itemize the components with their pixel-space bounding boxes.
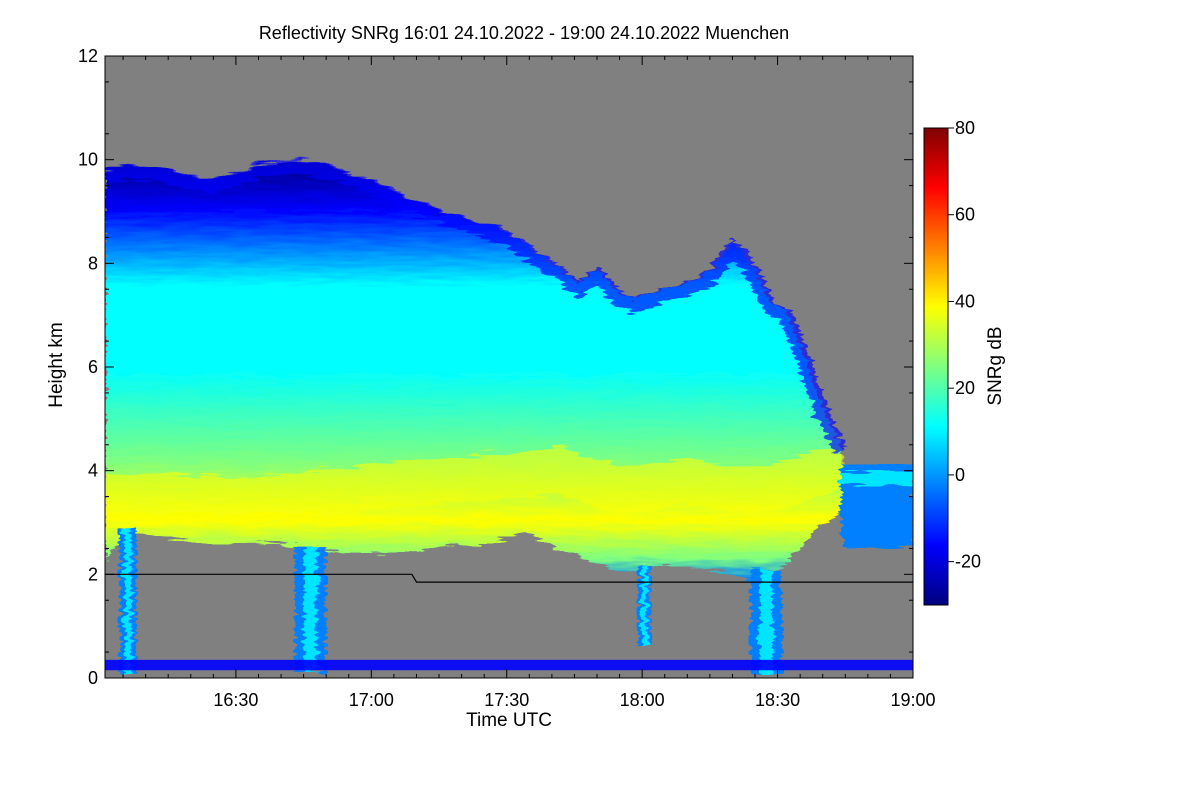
secondary-layer	[840, 465, 913, 549]
colorbar-tick-label: 40	[955, 291, 975, 311]
colorbar-tick-label: 20	[955, 378, 975, 398]
y-tick-label: 6	[88, 357, 98, 377]
colorbar-tick-label: 0	[955, 465, 965, 485]
fall-streak-2	[294, 545, 327, 673]
colorbar-ticks: -20 0 20 40 60 80	[948, 118, 981, 572]
echo-region	[105, 158, 848, 580]
chart-title: Reflectivity SNRg 16:01 24.10.2022 - 19:…	[259, 23, 789, 43]
fall-streak-core	[641, 564, 648, 647]
y-axis: 0 2 4 6 8 10 12	[78, 46, 913, 688]
colorbar-tick-label: 60	[955, 205, 975, 225]
x-tick-label: 18:00	[620, 690, 665, 710]
melting-layer-line	[105, 573, 913, 583]
y-axis-label: Height km	[46, 322, 67, 408]
fall-streak-3	[637, 564, 652, 647]
fall-streak-core	[123, 528, 132, 673]
fall-streak-core	[759, 568, 773, 673]
cloud-top-edge	[105, 158, 848, 454]
colorbar-tick-label: 80	[955, 118, 975, 138]
x-tick-label: 16:30	[213, 690, 258, 710]
y-tick-label: 4	[88, 461, 98, 481]
x-tick-label: 18:30	[755, 690, 800, 710]
x-axis: 16:30 17:00 17:30 18:00 18:30 19:00	[122, 56, 936, 710]
secondary-layer-core	[840, 471, 913, 486]
colorbar-tick-label: -20	[955, 552, 981, 572]
colorbar-scale	[923, 127, 949, 606]
fall-streak-1	[118, 528, 137, 673]
x-axis-label: Time UTC	[466, 710, 552, 731]
x-tick-label: 17:30	[484, 690, 529, 710]
x-tick-label: 19:00	[890, 690, 935, 710]
y-tick-label: 2	[88, 564, 98, 584]
x-tick-label: 17:00	[349, 690, 394, 710]
y-tick-label: 12	[78, 46, 98, 66]
peak-reflectivity-layer	[105, 447, 846, 525]
y-tick-label: 8	[88, 253, 98, 273]
y-tick-label: 0	[88, 668, 98, 688]
fall-streak-core	[304, 545, 317, 673]
surface-clutter-band	[105, 659, 913, 671]
colorbar: -20 0 20 40 60 80 SNRg dB	[923, 118, 1006, 606]
reflectivity-data-layer	[105, 158, 913, 673]
y-tick-label: 10	[78, 150, 98, 170]
fall-streak-4	[750, 568, 783, 673]
colorbar-label: SNRg dB	[985, 326, 1006, 405]
